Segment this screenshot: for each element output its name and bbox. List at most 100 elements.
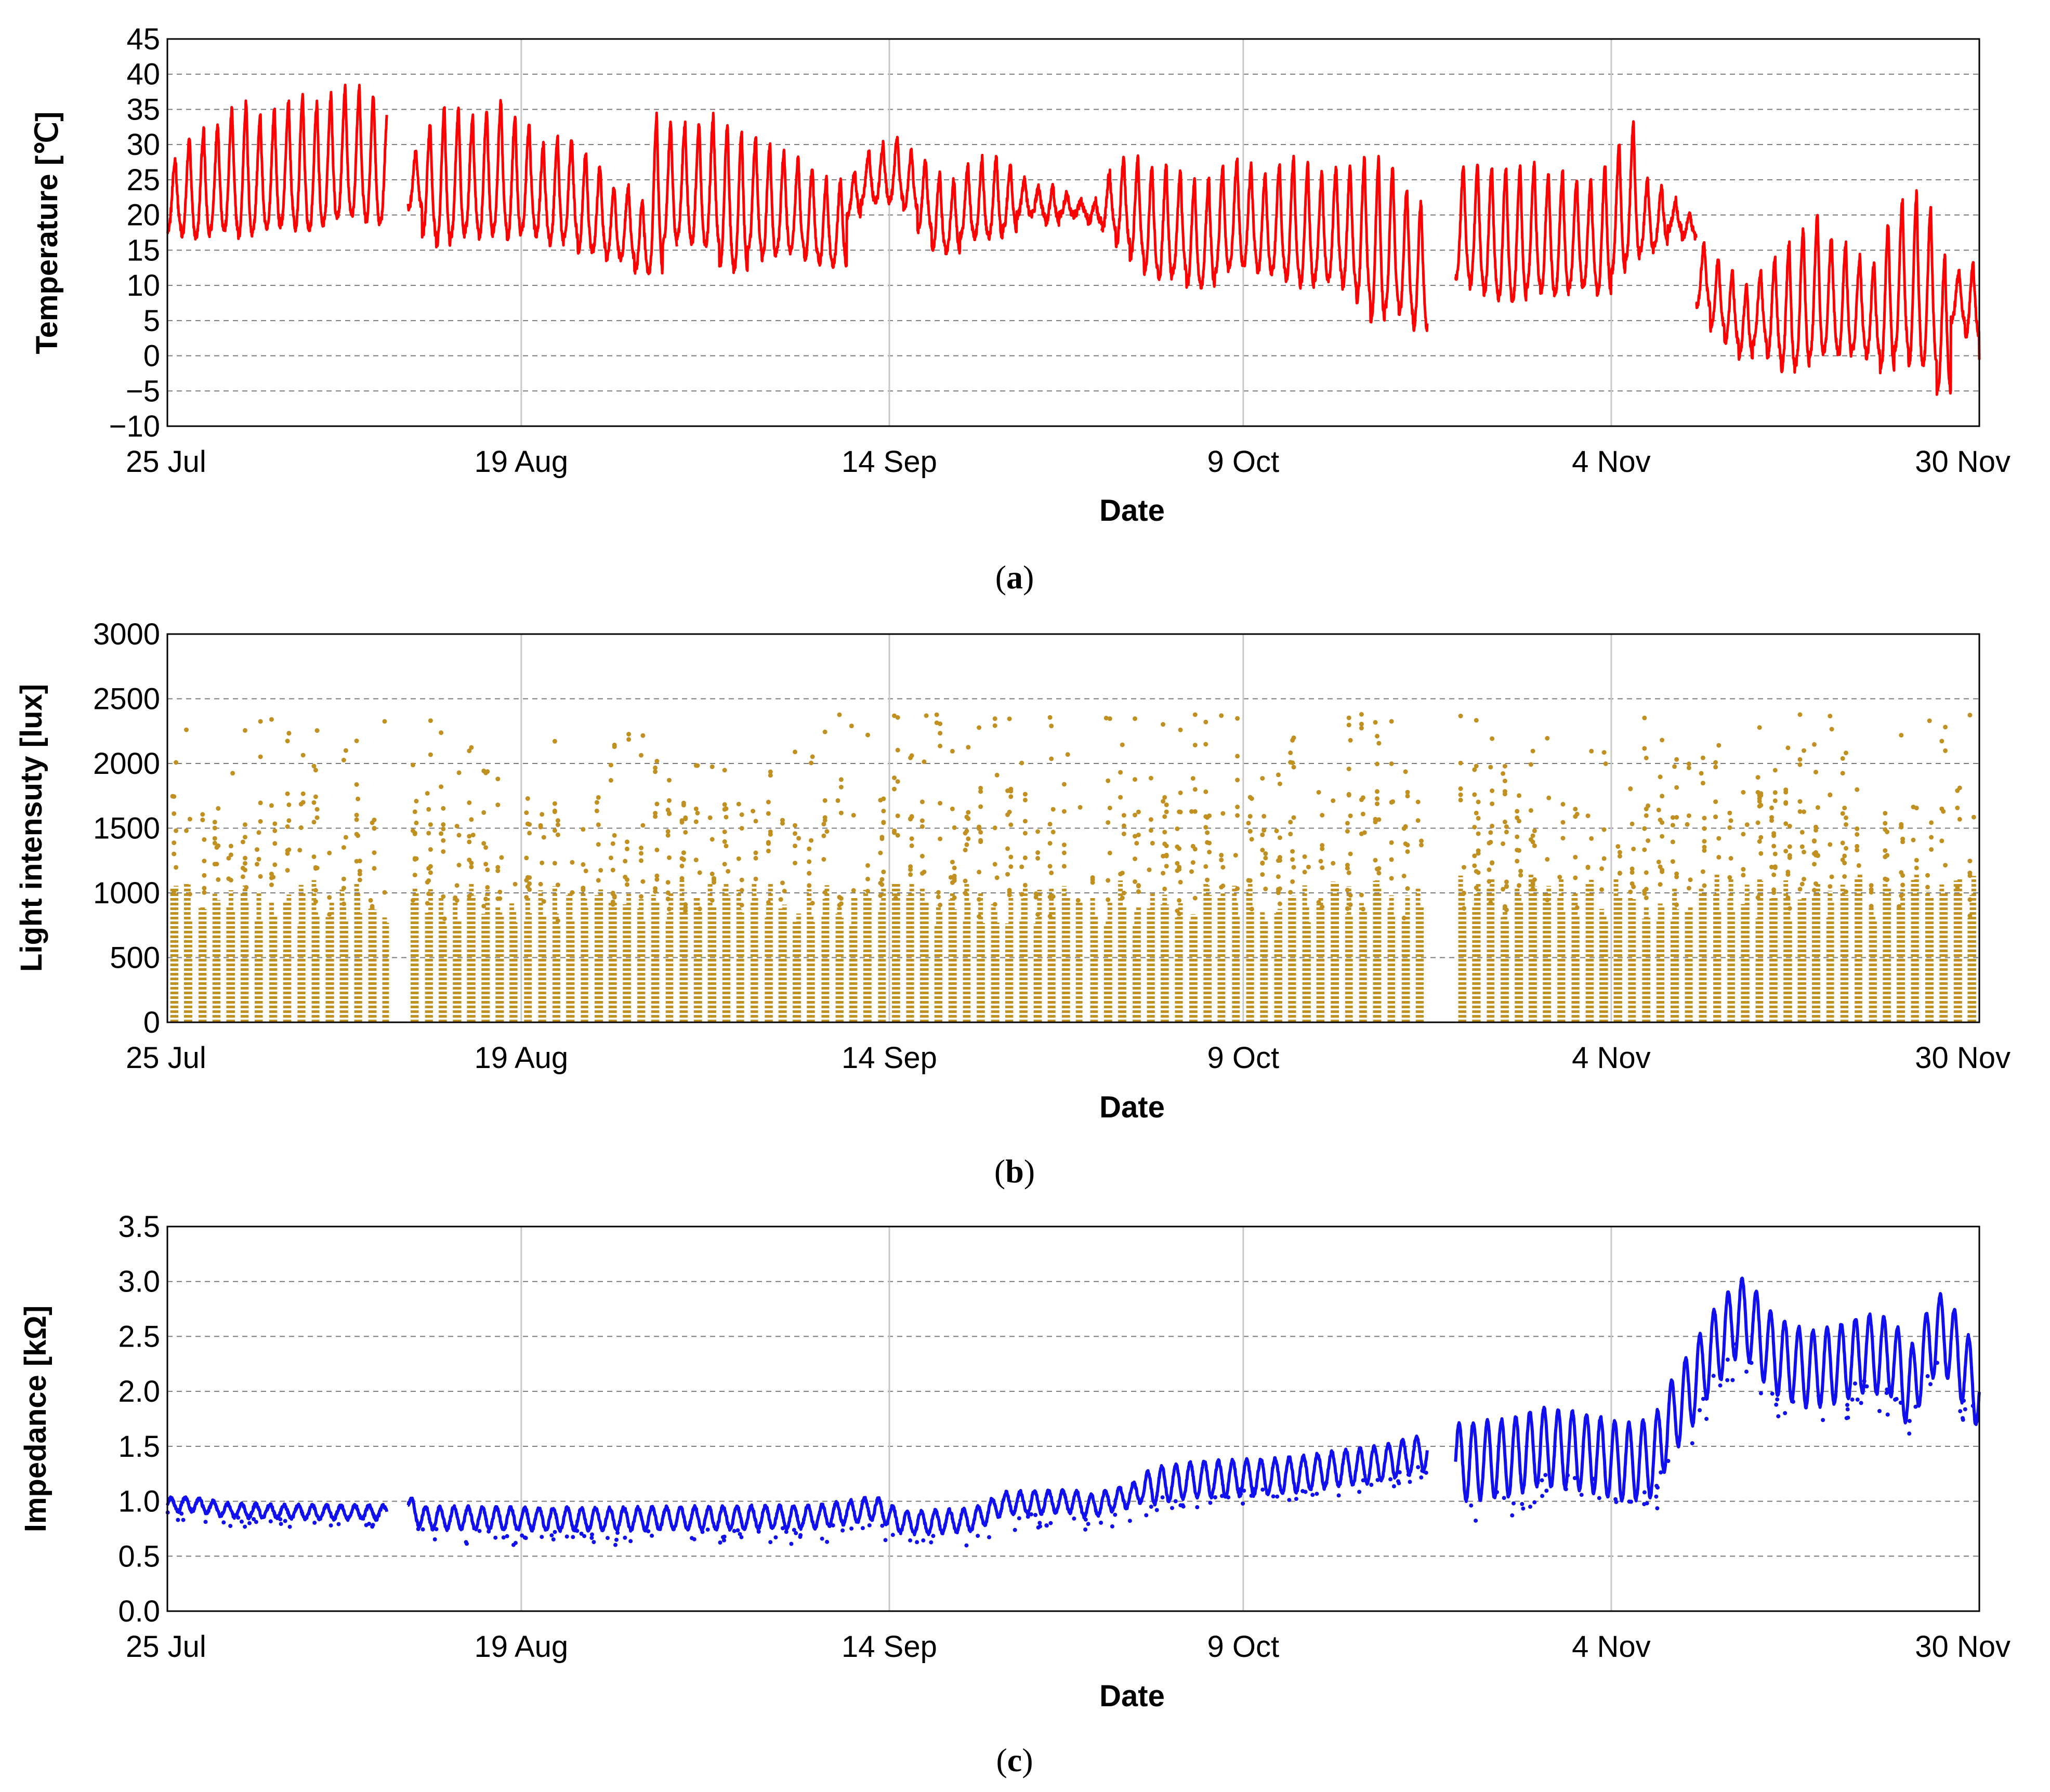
impedance-outlier-point [1701,1396,1705,1401]
light-intensity-point [368,898,373,903]
impedance-outlier-point [179,1511,184,1516]
light-intensity-point [1812,888,1817,893]
impedance-outlier-point [1845,1407,1850,1412]
light-intensity-point [555,882,560,888]
panel-a-x-tick-label: 25 Jul [126,445,206,479]
light-intensity-point [1235,754,1240,759]
light-intensity-point [1589,836,1594,841]
light-intensity-point [1359,712,1364,717]
impedance-outlier-point [623,1535,627,1540]
impedance-outlier-point [1086,1522,1090,1526]
light-intensity-point [1290,849,1295,854]
impedance-outlier-point [579,1532,584,1536]
impedance-outlier-point [1853,1381,1857,1386]
panel-c-x-tick-label: 4 Nov [1572,1630,1651,1664]
light-intensity-point [1375,789,1379,794]
impedance-outlier-point [1113,1512,1118,1517]
light-intensity-point [1061,850,1067,855]
light-intensity-point [285,739,290,744]
light-intensity-point [1061,809,1067,814]
light-intensity-point [552,828,557,833]
light-intensity-point [1346,792,1351,797]
light-intensity-point [1757,725,1762,730]
light-intensity-point [1458,714,1463,719]
temperature-series-segment [1454,120,1698,303]
light-intensity-point [952,878,957,883]
light-intensity-point [1162,795,1167,800]
light-intensity-point [540,860,545,865]
light-intensity-point [1630,870,1635,875]
light-intensity-point [919,824,925,829]
light-intensity-point [1716,854,1722,860]
light-intensity-point [1589,748,1594,754]
light-intensity-point [1162,829,1167,835]
light-intensity-point [807,859,812,864]
light-intensity-point [1288,820,1293,825]
impedance-outlier-point [367,1521,372,1526]
light-intensity-point [216,806,221,811]
light-intensity-point [1192,895,1198,901]
impedance-outlier-point [1017,1516,1021,1521]
panel-a-y-tick-label: 40 [126,58,160,91]
light-intensity-point [1601,856,1607,861]
light-intensity-point [693,806,699,811]
light-intensity-point [212,825,217,831]
light-intensity-point [1022,882,1028,888]
light-intensity-point [1415,799,1421,805]
light-intensity-point [879,882,885,887]
light-intensity-point [1348,902,1353,907]
impedance-outlier-point [860,1526,865,1531]
light-intensity-point [1644,887,1649,892]
light-intensity-point [966,745,971,750]
light-intensity-point [1601,827,1607,832]
light-intensity-point [1560,836,1566,841]
light-intensity-point [596,795,601,800]
light-intensity-point [608,778,613,783]
impedance-outlier-point [1775,1397,1780,1402]
light-intensity-point [992,716,997,721]
light-intensity-point [200,812,205,817]
impedance-outlier-point [221,1520,226,1525]
impedance-outlier-point [1629,1499,1633,1504]
light-intensity-point [1260,776,1265,781]
light-intensity-point [1797,757,1803,762]
light-intensity-point [226,855,231,861]
panel-c-x-ticks: 25 Jul 19 Aug 14 Sep 9 Oct 4 Nov 30 Nov [126,1630,2010,1664]
light-intensity-point [1249,796,1254,801]
light-intensity-point [441,826,446,832]
light-intensity-point [228,878,233,882]
light-intensity-point [1205,830,1210,835]
light-intensity-point [639,858,643,863]
light-intensity-point [895,833,900,838]
light-intensity-point [1120,742,1125,747]
light-intensity-point [895,813,900,819]
light-intensity-point [681,800,686,806]
light-intensity-point [1133,777,1137,782]
impedance-outlier-point [279,1522,283,1526]
panel-c-x-tick-label: 9 Oct [1207,1630,1280,1664]
light-intensity-point [1389,719,1394,724]
impedance-outlier-point [1213,1495,1217,1499]
light-intensity-point [938,801,943,806]
light-intensity-point [697,870,702,875]
light-intensity-point [707,815,713,820]
light-intensity-point [1049,723,1054,729]
light-intensity-point [341,901,346,906]
light-intensity-point [1686,813,1691,818]
light-intensity-point [1164,844,1169,848]
light-intensity-point [1348,893,1353,898]
panel-b: 0 500 1000 1500 2000 2500 3000 25 Jul 19 Aug 14 … [15,617,2010,1190]
light-intensity-point [441,849,446,854]
light-intensity-point [467,839,472,845]
light-intensity-point [693,819,699,824]
light-intensity-point [1345,863,1350,867]
light-intensity-point [936,894,941,900]
impedance-outlier-point [1181,1504,1186,1509]
light-intensity-point [1829,727,1834,732]
light-intensity-point [612,893,617,899]
light-intensity-point [782,889,787,893]
impedance-outlier-point [1260,1487,1265,1492]
impedance-outlier-point [1310,1493,1315,1497]
impedance-outlier-point [1502,1496,1506,1500]
